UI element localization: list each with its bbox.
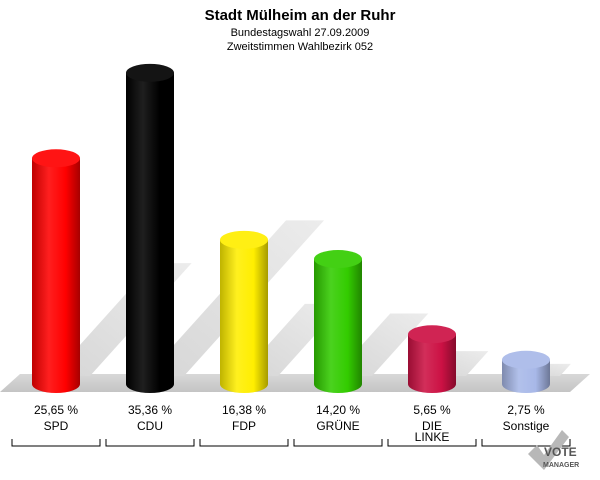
bars <box>32 63 550 393</box>
category-bracket-fdp <box>199 439 289 447</box>
bar-gr-ne <box>314 250 362 393</box>
value-label-gr-ne: 14,20 % <box>316 403 360 417</box>
bar-top-cdu <box>126 63 174 82</box>
logo-line-1: VOTE <box>544 445 577 459</box>
category-bracket-die-linke <box>387 439 477 447</box>
category-label-gr-ne: GRÜNE <box>316 419 359 433</box>
category-bracket-cdu <box>105 439 195 447</box>
category-brackets <box>11 439 571 447</box>
value-label-cdu: 35,36 % <box>128 403 172 417</box>
category-label-fdp: FDP <box>232 419 256 433</box>
chart-title: Stadt Mülheim an der Ruhr <box>205 7 396 24</box>
bar-body-gr-ne <box>314 259 362 393</box>
bar-body-fdp <box>220 239 268 393</box>
category-bracket-spd <box>11 439 101 447</box>
chart-subtitle-district: Zweitstimmen Wahlbezirk 052 <box>227 41 373 53</box>
value-label-fdp: 16,38 % <box>222 403 266 417</box>
bar-top-gr-ne <box>314 250 362 269</box>
value-label-sonstige: 2,75 % <box>507 403 545 417</box>
bar-body-cdu <box>126 72 174 393</box>
category-label-die-linke-1: DIE <box>422 419 442 433</box>
category-label-die-linke-2: LINKE <box>415 430 450 444</box>
bar-fdp <box>220 230 268 393</box>
bar-top-spd <box>32 149 80 168</box>
bar-top-fdp <box>220 230 268 249</box>
value-labels: 25,65 % 35,36 % 16,38 % 14,20 % 5,65 % 2,75 % <box>34 403 545 417</box>
chart-subtitle-election: Bundestagswahl 27.09.2009 <box>231 27 370 39</box>
vote-manager-logo: VOTE MANAGER <box>528 430 579 470</box>
bar-body-die-linke <box>408 334 456 393</box>
category-label-cdu: CDU <box>137 419 163 433</box>
vote-checkmark-icon <box>528 430 569 470</box>
bar-cdu <box>126 63 174 393</box>
category-bracket-sonstige <box>481 439 571 447</box>
bar-top-sonstige <box>502 350 550 369</box>
bar-body-sonstige <box>502 359 550 393</box>
bar-die-linke <box>408 325 456 393</box>
category-label-spd: SPD <box>44 419 69 433</box>
category-bracket-gr-ne <box>293 439 383 447</box>
bar-body-spd <box>32 158 80 393</box>
value-label-spd: 25,65 % <box>34 403 78 417</box>
bar-sonstige <box>502 350 550 393</box>
chart-floor <box>0 374 590 392</box>
bar-top-die-linke <box>408 325 456 344</box>
category-label-sonstige: Sonstige <box>503 419 550 433</box>
bar-spd <box>32 149 80 393</box>
logo-line-2: MANAGER <box>543 462 579 469</box>
value-label-die-linke: 5,65 % <box>413 403 451 417</box>
